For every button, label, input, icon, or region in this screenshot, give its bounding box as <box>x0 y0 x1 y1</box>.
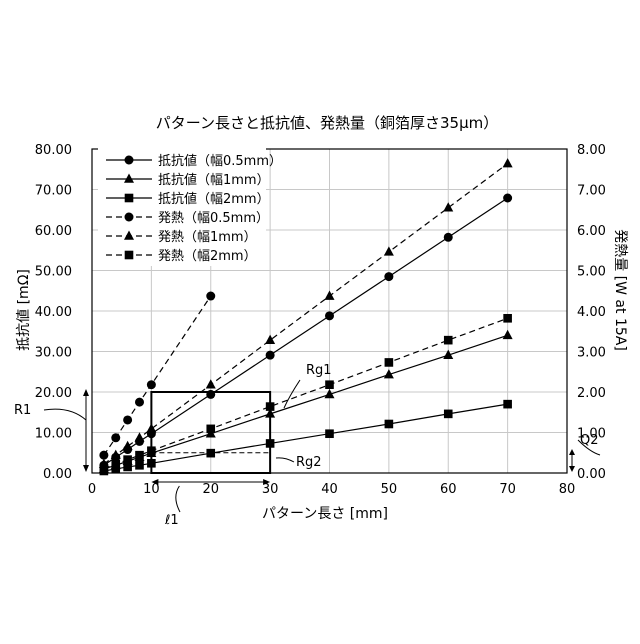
data-point-circle <box>111 433 120 442</box>
data-point-triangle <box>123 441 133 450</box>
data-point-square <box>135 451 144 460</box>
y-tick-label: 70.00 <box>35 184 72 199</box>
data-point-circle <box>147 380 156 389</box>
data-point-triangle <box>265 335 275 344</box>
data-point-triangle <box>135 432 145 441</box>
x-tick-label: 50 <box>381 482 398 497</box>
annotation-arrowhead-q2-bottom <box>569 466 575 472</box>
y2-tick-label: 4.00 <box>577 305 606 320</box>
annotation-leader-r1 <box>44 409 86 420</box>
data-point-square <box>503 314 512 323</box>
annotation-leader-rg1 <box>284 380 300 408</box>
y-axis-label: 抵抗値 [mΩ] <box>16 269 32 351</box>
data-point-square <box>100 464 109 473</box>
data-point-square <box>444 410 453 419</box>
data-point-square <box>385 420 394 429</box>
y2-tick-label: 3.00 <box>577 346 606 361</box>
data-point-triangle <box>384 246 394 255</box>
legend-label: 発熱（幅2mm） <box>158 249 257 264</box>
data-point-square <box>111 460 120 469</box>
data-point-square <box>444 336 453 345</box>
y2-tick-label: 0.00 <box>577 467 606 482</box>
legend-marker <box>125 156 134 165</box>
x-axis-label: パターン長さ [mm] <box>262 506 388 522</box>
data-point-triangle <box>503 158 513 167</box>
annotation-rg1: Rg1 <box>306 363 332 378</box>
annotation-arrowhead-q2-top <box>569 449 575 455</box>
data-point-square <box>503 400 512 409</box>
x-tick-label: 40 <box>321 482 338 497</box>
y-tick-label: 60.00 <box>35 224 72 239</box>
y2-tick-label: 5.00 <box>577 265 606 280</box>
data-point-circle <box>444 233 453 242</box>
annotation-q2: Q2 <box>580 433 599 448</box>
y2-tick-label: 2.00 <box>577 386 606 401</box>
y2-tick-label: 7.00 <box>577 184 606 199</box>
annotation-rg2: Rg2 <box>296 455 322 470</box>
y2-axis-label: 発熱量 [W at 15A] <box>612 229 628 351</box>
y-tick-label: 20.00 <box>35 386 72 401</box>
y-tick-label: 0.00 <box>43 467 72 482</box>
y-tick-label: 80.00 <box>35 143 72 158</box>
data-point-square <box>325 380 334 389</box>
data-point-triangle <box>443 202 453 211</box>
data-point-circle <box>123 415 132 424</box>
annotation-r1: R1 <box>14 403 31 418</box>
legend-label: 発熱（幅0.5mm） <box>158 211 269 226</box>
data-point-circle <box>325 311 334 320</box>
x-tick-label: 70 <box>499 482 516 497</box>
annotation-leader-l1 <box>176 486 180 512</box>
data-point-triangle <box>325 291 335 300</box>
y2-tick-label: 6.00 <box>577 224 606 239</box>
annotation-arrowhead-r1-bottom <box>83 465 89 472</box>
data-point-square <box>325 429 334 438</box>
annotation-arrowhead-r1-top <box>83 389 89 396</box>
legend-label: 抵抗値（幅2mm） <box>158 191 270 207</box>
annotation-leader-rg2 <box>276 458 294 462</box>
series-line-4 <box>104 296 211 455</box>
legend-marker <box>125 194 134 203</box>
chart-title: パターン長さと抵抗値、発熱量（銅箔厚さ35μm） <box>156 114 499 132</box>
legend-label: 抵抗値（幅0.5mm） <box>158 153 282 169</box>
data-point-triangle <box>206 379 216 388</box>
y2-tick-label: 8.00 <box>577 143 606 158</box>
annotation-l1: ℓ1 <box>164 513 179 528</box>
legend-marker <box>125 251 134 260</box>
data-point-circle <box>266 351 275 360</box>
x-tick-label: 60 <box>440 482 457 497</box>
x-tick-label: 20 <box>202 482 219 497</box>
legend-label: 発熱（幅1mm） <box>158 230 257 245</box>
y-tick-label: 30.00 <box>35 346 72 361</box>
legend-label: 抵抗値（幅1mm） <box>158 172 270 188</box>
data-point-circle <box>135 398 144 407</box>
annotations: Rg1 Rg2 R1 Q2 ℓ1 <box>14 363 600 528</box>
data-point-triangle <box>503 330 513 339</box>
data-point-square <box>206 425 215 434</box>
data-point-square <box>135 461 144 470</box>
legend: 抵抗値（幅0.5mm） 抵抗値（幅1mm） 抵抗値（幅2mm） 発熱（幅0.5mm） 発… <box>98 148 282 266</box>
x-tick-label: 80 <box>559 482 576 497</box>
y-tick-label: 40.00 <box>35 305 72 320</box>
y-tick-label: 10.00 <box>35 427 72 442</box>
x-tick-label: 0 <box>88 482 96 497</box>
legend-marker <box>125 213 134 222</box>
data-point-circle <box>503 194 512 203</box>
data-point-square <box>123 455 132 464</box>
data-point-square <box>385 358 394 367</box>
data-point-circle <box>384 272 393 281</box>
y-tick-label: 50.00 <box>35 265 72 280</box>
data-point-circle <box>99 451 108 460</box>
data-point-circle <box>206 292 215 301</box>
